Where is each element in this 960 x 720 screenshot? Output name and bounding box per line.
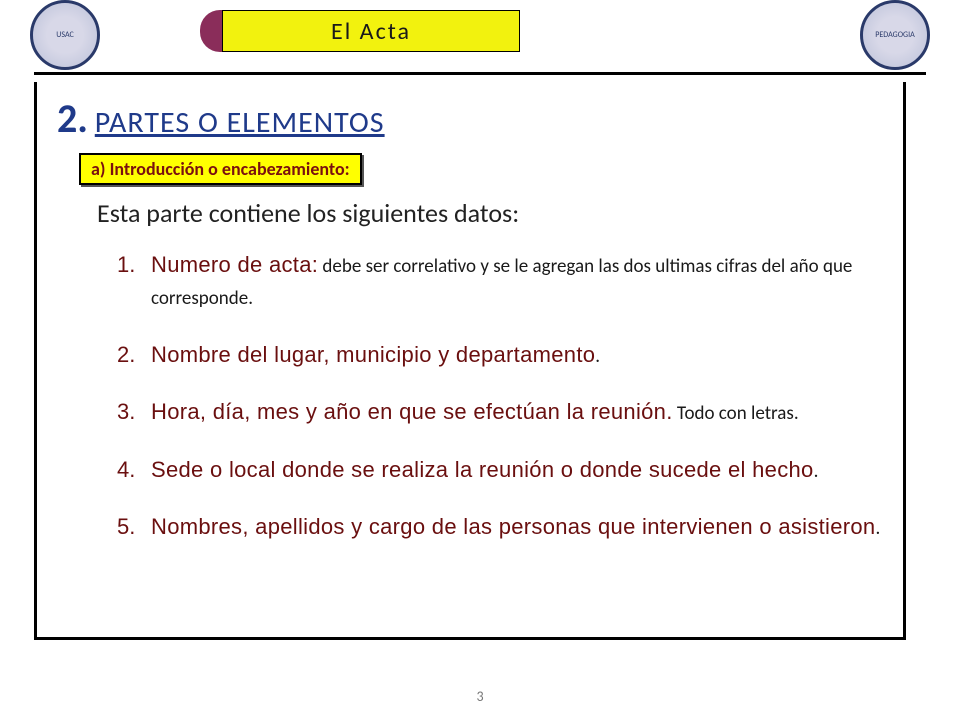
- item-number: 1.: [117, 247, 135, 282]
- section-heading: 2. PARTES O ELEMENTOS: [57, 94, 883, 143]
- logo-left: USAC: [30, 0, 100, 70]
- list-item: 1. Numero de acta: debe ser correlativo …: [117, 247, 883, 315]
- slide: USAC PEDAGOGIA El Acta 2. PARTES O ELEME…: [0, 0, 960, 720]
- item-body: .: [595, 345, 600, 368]
- page-number: 3: [476, 688, 483, 705]
- content-shadow-bottom: [330, 640, 920, 655]
- content-box: 2. PARTES O ELEMENTOS a) Introducción o …: [34, 82, 906, 640]
- item-strong: Numero de acta:: [151, 252, 318, 277]
- heading-number: 2: [57, 94, 77, 143]
- item-strong: Hora, día, mes y año en que se efectúan …: [151, 399, 673, 424]
- item-number: 3.: [117, 394, 135, 429]
- logo-left-alt: USAC: [56, 30, 74, 40]
- list-item: 5. Nombres, apellidos y cargo de las per…: [117, 509, 883, 544]
- sub-heading-box: a) Introducción o encabezamiento:: [79, 153, 362, 185]
- item-strong: Sede o local donde se realiza la reunión…: [151, 457, 814, 482]
- sub-heading-text: a) Introducción o encabezamiento: [91, 158, 345, 180]
- item-strong: Nombre del lugar, municipio y departamen…: [151, 342, 595, 367]
- heading-text: PARTES O ELEMENTOS: [95, 104, 385, 141]
- item-strong: Nombres, apellidos y cargo de las person…: [151, 514, 875, 539]
- list-item: 4. Sede o local donde se realiza la reun…: [117, 452, 883, 487]
- title-tab-wrap: El Acta: [200, 10, 520, 52]
- sub-heading-colon: :: [345, 158, 350, 180]
- item-number: 4.: [117, 452, 135, 487]
- item-number: 2.: [117, 337, 135, 372]
- slide-title-box: El Acta: [222, 10, 520, 52]
- lead-text: Esta parte contiene los siguientes datos…: [97, 197, 883, 229]
- item-body: .: [814, 460, 819, 483]
- content-shadow-right: [906, 190, 921, 670]
- logo-right-alt: PEDAGOGIA: [875, 30, 914, 40]
- item-list: 1. Numero de acta: debe ser correlativo …: [117, 247, 883, 544]
- item-body: Todo con letras.: [673, 402, 799, 425]
- item-body: .: [875, 517, 880, 540]
- heading-sep: .: [77, 94, 88, 143]
- list-item: 2. Nombre del lugar, municipio y departa…: [117, 337, 883, 372]
- slide-title: El Acta: [331, 17, 411, 46]
- horizontal-rule: [34, 72, 926, 75]
- logo-right: PEDAGOGIA: [860, 0, 930, 70]
- list-item: 3. Hora, día, mes y año en que se efectú…: [117, 394, 883, 429]
- item-number: 5.: [117, 509, 135, 544]
